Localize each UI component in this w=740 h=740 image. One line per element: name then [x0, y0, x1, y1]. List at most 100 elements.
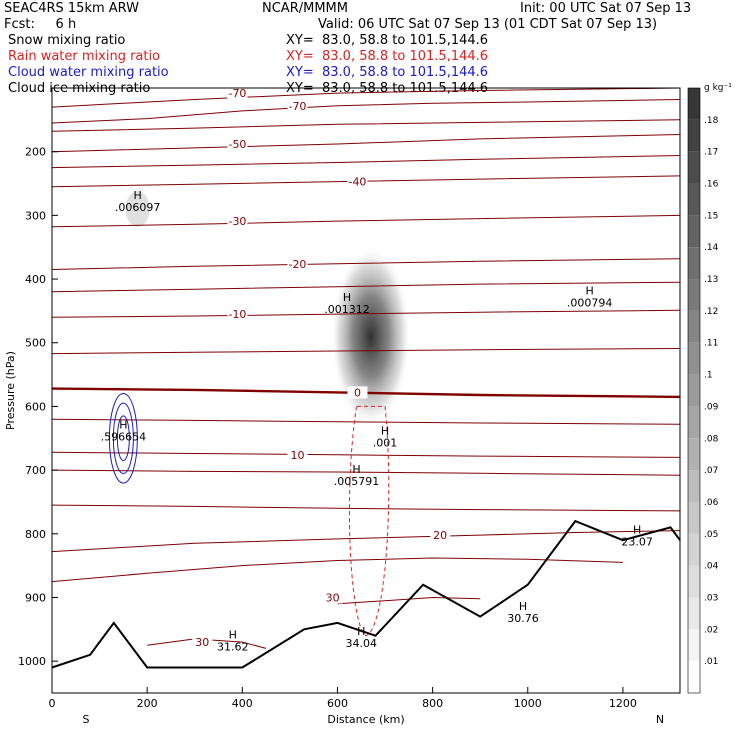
contour-label-bg — [347, 386, 368, 399]
maximum-value-label: .005791 — [334, 475, 380, 488]
colorbar-swatch — [688, 470, 700, 502]
colorbar-label: .05 — [704, 530, 718, 540]
forecast-hour: Fcst: 6 h — [4, 17, 77, 32]
x-tick-label: 600 — [327, 697, 348, 710]
temperature-contour — [51, 530, 681, 553]
temperature-contour — [51, 451, 681, 458]
contour-label-bg — [227, 308, 248, 321]
temperature-contour-label: -70 — [228, 87, 246, 100]
y-tick-label: 700 — [25, 464, 46, 477]
colorbar-label: .18 — [704, 116, 719, 126]
y-tick-label: 500 — [25, 337, 46, 350]
south-label: S — [83, 713, 90, 726]
colorbar-label: .03 — [704, 593, 718, 603]
temperature-contour — [51, 348, 681, 355]
init-time: Init: 00 UTC Sat 07 Sep 13 — [520, 1, 692, 16]
y-tick-label: 300 — [25, 209, 46, 222]
temperature-contour-label: -20 — [288, 258, 306, 271]
temperature-contour-label: -30 — [228, 215, 246, 228]
y-tick-label: 1000 — [18, 655, 46, 668]
cloud-water-contour — [116, 415, 130, 462]
colorbar-swatch — [688, 310, 700, 343]
colorbar-swatch — [688, 215, 700, 248]
colorbar-label: .02 — [704, 625, 718, 635]
colorbar-label: .08 — [704, 434, 719, 444]
maximum-value-label: .006097 — [115, 201, 161, 214]
contour-label-bg — [192, 636, 213, 649]
temperature-contour — [51, 504, 681, 512]
field-name-snow: Snow mixing ratio — [8, 33, 126, 48]
temperature-contour — [51, 99, 681, 124]
colorbar-swatch — [688, 565, 700, 598]
maximum-marker: H — [133, 189, 141, 202]
y-tick-label: 800 — [25, 528, 46, 541]
temperature-contour — [51, 258, 681, 270]
plot-frame — [51, 87, 681, 694]
colorbar-label: .12 — [704, 307, 718, 317]
contour-label-bg — [287, 257, 308, 270]
colorbar-label: .04 — [704, 562, 719, 572]
field-xy-snow: XY= 83.0, 58.8 to 101.5,144.6 — [286, 33, 489, 48]
temperature-contour-label: 0 — [354, 386, 361, 399]
valid-time: Valid: 06 UTC Sat 07 Sep 13 (01 CDT Sat … — [318, 17, 658, 32]
colorbar-swatch — [688, 406, 700, 439]
maximum-value-label: .596654 — [101, 430, 147, 443]
temperature-contour — [51, 214, 681, 228]
x-tick-label: 200 — [137, 697, 158, 710]
temperature-contour-label: -10 — [228, 308, 246, 321]
colorbar-swatch — [688, 342, 700, 375]
maximum-marker: H — [381, 425, 389, 438]
model-title: SEAC4RS 15km ARW — [4, 1, 140, 16]
temperature-contour — [147, 638, 267, 649]
field-name-cloud-water: Cloud water mixing ratio — [8, 65, 169, 80]
x-tick-label: 800 — [422, 697, 443, 710]
maximum-value-label: .000794 — [567, 297, 613, 310]
colorbar-swatch — [688, 183, 700, 216]
maximum-value-label: 31.62 — [217, 640, 249, 653]
terrain-line — [51, 519, 681, 669]
colorbar-label: .11 — [704, 339, 718, 349]
cloud-water-contour — [108, 392, 138, 484]
colorbar-swatch — [688, 119, 700, 152]
maximum-marker: H — [119, 418, 127, 431]
north-label: N — [656, 713, 664, 726]
colorbar-label: .06 — [704, 498, 719, 508]
x-axis-label: Distance (km) — [327, 713, 404, 726]
maximum-marker: H — [229, 628, 237, 641]
colorbar-label: .1 — [704, 371, 713, 381]
y-tick-label: 900 — [25, 591, 46, 604]
maximum-marker: H — [633, 523, 641, 536]
temperature-contour — [51, 281, 681, 293]
y-axis-label: Pressure (hPa) — [4, 351, 17, 430]
cloud-water-contour — [112, 402, 134, 474]
colorbar-label: .09 — [704, 402, 719, 412]
colorbar-swatch — [688, 438, 700, 471]
maximum-value-label: .001 — [373, 437, 398, 450]
contour-label-bg — [430, 529, 451, 542]
temperature-contour — [51, 87, 681, 108]
temperature-contour — [51, 175, 681, 188]
temperature-contour-label: 30 — [195, 636, 209, 649]
colorbar-swatch — [688, 629, 700, 662]
colorbar-swatch — [688, 501, 700, 534]
colorbar-unit: g kg⁻¹ — [704, 83, 732, 93]
maximum-value-label: 30.76 — [507, 612, 539, 625]
temperature-contour-label: 20 — [433, 529, 447, 542]
maximum-value-label: .001312 — [324, 303, 370, 316]
field-xy-cloud-water: XY= 83.0, 58.8 to 101.5,144.6 — [286, 65, 489, 80]
cloud-ice-core — [330, 246, 411, 427]
temperature-contour — [51, 418, 681, 425]
cloud-ice-patch — [125, 191, 150, 227]
colorbar-label: .01 — [704, 657, 718, 667]
temperature-contour — [51, 119, 681, 132]
maximum-marker: H — [585, 285, 593, 298]
x-tick-label: 400 — [232, 697, 253, 710]
maximum-marker: H — [352, 463, 360, 476]
temperature-contour-label: -70 — [288, 100, 306, 113]
temperature-contour — [51, 387, 681, 399]
colorbar-label: .07 — [704, 466, 718, 476]
colorbar-swatch — [688, 247, 700, 280]
field-xy-rain: XY= 83.0, 58.8 to 101.5,144.6 — [286, 49, 489, 64]
contour-label-bg — [322, 591, 343, 604]
